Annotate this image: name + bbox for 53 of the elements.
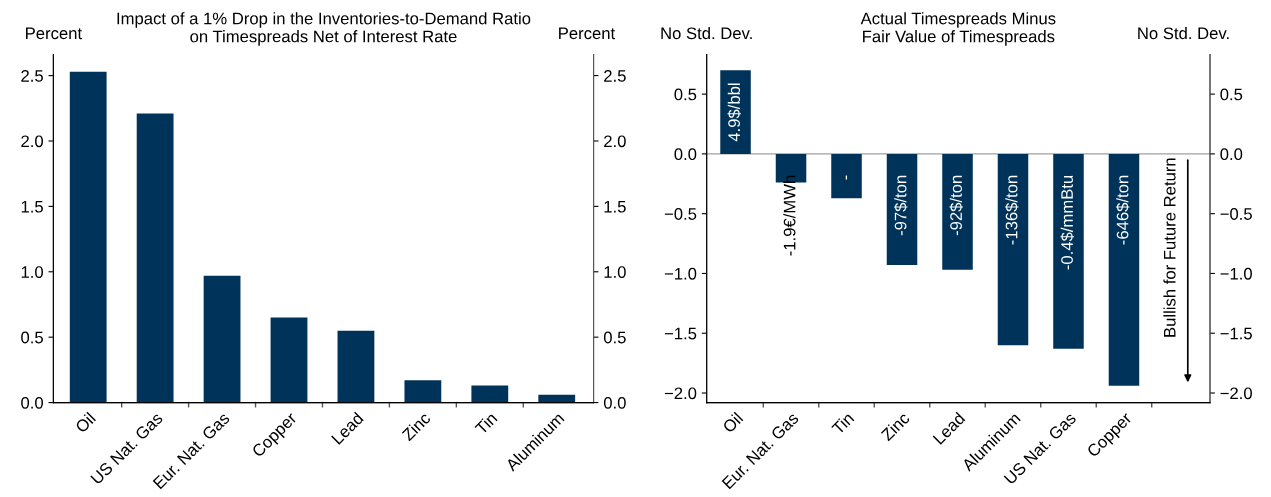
annotation: 4.9$/bbl [727, 83, 741, 142]
y-tick-label: −1.5 [664, 327, 697, 340]
x-tick-label: Oil [721, 411, 744, 434]
annotation: -136$/ton [1004, 175, 1019, 245]
annotation: - [845, 175, 848, 180]
annotation: -646$/ton [1115, 175, 1130, 245]
y2-tick-label: −1.5 [1220, 327, 1252, 340]
y-tick-label: 0.0 [674, 148, 697, 161]
x-tick-label: Zinc [880, 411, 911, 442]
y-tick-label: 0.5 [21, 331, 43, 344]
y2-tick-label: 2.0 [604, 135, 626, 148]
annotation: -0.4$/mmBtu [1060, 175, 1074, 270]
y-tick-label: −0.5 [664, 208, 697, 220]
y2-tick-label: 1.0 [604, 266, 626, 278]
y2-axis-title: Percent [559, 27, 616, 40]
bar [203, 275, 241, 403]
y-tick-label: 1.0 [21, 266, 44, 278]
y-tick-label: −1.0 [664, 267, 697, 280]
bar [404, 380, 442, 403]
annotation: Bullish for Future Return [1163, 158, 1176, 337]
y-tick-label: 2.0 [21, 135, 44, 148]
y-tick-label: 1.5 [21, 200, 43, 213]
y-axis-title: Percent [26, 27, 82, 40]
bar [337, 330, 375, 403]
x-tick-label: Zinc [400, 411, 432, 442]
y-tick-label: −2.0 [664, 387, 697, 400]
annotation: -97$/ton [893, 175, 908, 236]
y-axis-title: No Std. Dev. [661, 26, 752, 40]
annotation: -92$/ton [949, 175, 963, 236]
x-tick-label: Oil [74, 411, 97, 434]
y-tick-label: 0.0 [21, 396, 44, 409]
y2-tick-label: 1.5 [604, 200, 626, 213]
y2-tick-label: 0.0 [1220, 148, 1243, 161]
chart-title: Actual Timespreads Minus Fair Value of Timespreads [860, 12, 1056, 46]
y2-tick-label: 2.5 [604, 70, 626, 82]
bar [471, 385, 509, 403]
x-tick-label: Tin [830, 411, 855, 436]
y2-tick-label: 0.5 [1220, 88, 1243, 101]
y2-tick-label: −0.5 [1220, 208, 1252, 220]
y-tick-label: 0.5 [674, 88, 697, 101]
y-tick-label: 2.5 [21, 70, 43, 82]
y2-tick-label: 0.0 [603, 396, 626, 409]
bar [538, 394, 576, 403]
y2-axis-title: No Std. Dev. [1138, 26, 1229, 40]
chart-title: Impact of a 1% Drop in the Inventories-to-Demand Ratio on Timespreads Net of Interest Rate [117, 12, 531, 46]
y2-tick-label: −1.0 [1220, 267, 1252, 280]
bar [69, 71, 107, 403]
y2-tick-label: −2.0 [1220, 387, 1252, 400]
y2-tick-label: 0.5 [603, 331, 626, 344]
bar [136, 113, 174, 403]
x-tick-label: Tin [474, 411, 498, 436]
annotation: -1.9€/MWh [783, 175, 796, 256]
bar [270, 317, 308, 403]
